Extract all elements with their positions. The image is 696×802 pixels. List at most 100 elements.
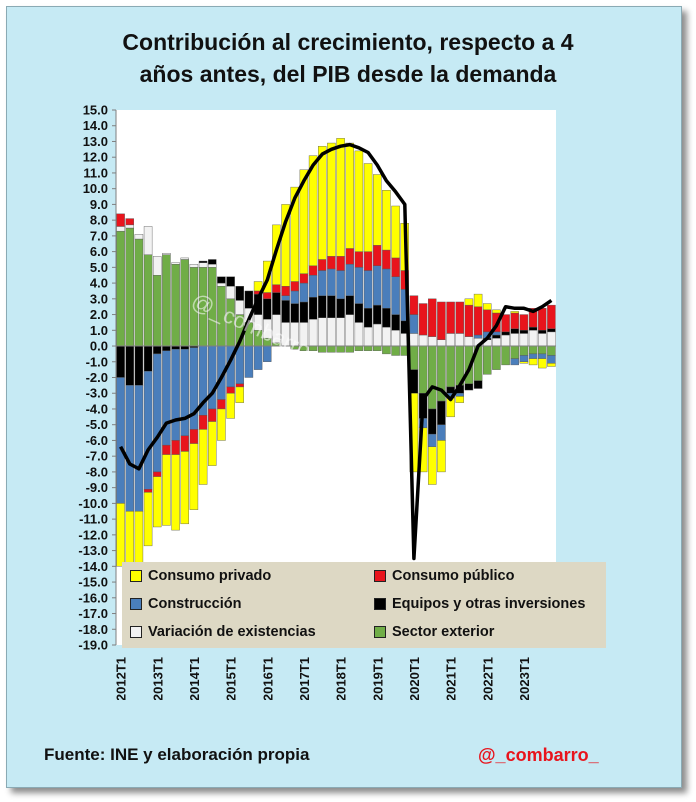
bar-sector-exterior-2020T1	[409, 345, 419, 370]
bar-consumo-publico-2018T2	[345, 248, 354, 265]
y-tick-label: 13.0	[83, 134, 108, 149]
x-tick-label: 2016T1	[260, 657, 275, 700]
bar-sector-exterior-2018T1	[336, 345, 345, 353]
bar-construccion-2019T2	[382, 268, 391, 309]
bar-construccion-2018T4	[363, 270, 373, 309]
bar-variacion-de-existencias-2023T3	[538, 333, 547, 347]
bar-equipos-y-otras-inversiones-2018T4	[363, 308, 373, 328]
y-tick-label: 10.0	[83, 181, 108, 196]
y-tick-label: -10.0	[78, 496, 108, 511]
bar-sector-exterior-2020T2	[418, 345, 428, 394]
bar-variacion-de-existencias-2014T3	[208, 264, 217, 268]
pib-line	[119, 142, 553, 561]
bar-variacion-de-existencias-2018T3	[354, 322, 364, 347]
x-tick-label: 2023T1	[517, 657, 532, 700]
bar-sector-exterior-2019T1	[373, 345, 382, 351]
bar-equipos-y-otras-inversiones-2022T3	[501, 331, 510, 336]
y-tick-label: -2.0	[86, 370, 108, 385]
bar-equipos-y-otras-inversiones-2016T3	[281, 300, 290, 323]
y-tick-label: 8.0	[90, 213, 108, 228]
bar-consumo-privado-2017T1	[299, 169, 309, 274]
bar-consumo-publico-2023T1	[519, 314, 529, 331]
bar-equipos-y-otras-inversiones-2022T4	[510, 328, 519, 334]
bar-sector-exterior-2021T1	[446, 345, 455, 388]
bar-consumo-publico-2018T4	[363, 251, 373, 271]
bar-construccion-2013T4	[180, 348, 189, 436]
bar-consumo-privado-2023T2	[528, 358, 538, 366]
bar-variacion-de-existencias-2018T2	[345, 314, 354, 347]
legend-swatch-existencias	[130, 626, 142, 638]
bar-consumo-publico-2014T1	[189, 429, 199, 444]
chart-title-line-2: años antes, del PIB desde la demanda	[139, 61, 557, 87]
bar-sector-exterior-2022T3	[501, 345, 510, 366]
bar-sector-exterior-2018T3	[354, 345, 364, 351]
legend-swatch-sector-exterior	[374, 626, 386, 638]
bar-consumo-privado-2018T3	[354, 150, 364, 252]
bar-sector-exterior-2012T2	[125, 227, 134, 347]
bar-variacion-de-existencias-2012T1	[116, 226, 125, 232]
bar-equipos-y-otras-inversiones-2019T3	[391, 314, 400, 331]
bar-construccion-2016T3	[281, 295, 290, 301]
y-tick-label: 11.0	[83, 165, 108, 180]
bar-equipos-y-otras-inversiones-2017T2	[308, 297, 318, 320]
bar-sector-exterior-2013T1	[153, 275, 162, 347]
bar-sector-exterior-2019T3	[391, 345, 400, 356]
bar-equipos-y-otras-inversiones-2020T4	[437, 400, 446, 425]
bar-construccion-2017T3	[318, 270, 327, 296]
bar-consumo-privado-2012T1	[116, 503, 125, 567]
bar-consumo-publico-2023T2	[528, 308, 538, 328]
y-tick-label: -6.0	[86, 433, 108, 448]
bar-equipos-y-otras-inversiones-2012T2	[125, 345, 134, 386]
bar-consumo-publico-2014T2	[198, 415, 208, 430]
y-tick-label: -15.0	[78, 575, 108, 590]
bar-consumo-privado-2019T3	[391, 205, 400, 259]
bar-variacion-de-existencias-2017T4	[327, 317, 336, 347]
bar-sector-exterior-2019T2	[382, 345, 391, 355]
legend-label-equipos: Equipos y otras inversiones	[392, 596, 586, 612]
bar-sector-exterior-2020T3	[428, 345, 437, 410]
y-tick-label: 15.0	[83, 103, 108, 118]
bar-variacion-de-existencias-2013T1	[153, 256, 162, 276]
bar-equipos-y-otras-inversiones-2019T2	[382, 308, 391, 328]
bar-construccion-2020T4	[437, 424, 446, 441]
bar-variacion-de-existencias-2014T4	[217, 282, 226, 287]
bar-variacion-de-existencias-2022T4	[510, 333, 519, 347]
bar-construccion-2023T3	[538, 353, 547, 359]
bar-construccion-2013T3	[171, 348, 180, 441]
legend-item-existencias: Variación de existencias	[130, 624, 316, 640]
bar-equipos-y-otras-inversiones-2022T2	[492, 334, 501, 339]
bar-variacion-de-existencias-2021T2	[455, 333, 464, 347]
bar-construccion-2012T3	[134, 385, 144, 512]
y-tick-label: 6.0	[90, 244, 108, 259]
bar-consumo-publico-2016T4	[290, 281, 299, 292]
bar-variacion-de-existencias-2013T2	[162, 252, 171, 255]
bar-sector-exterior-2023T2	[528, 345, 538, 355]
bar-equipos-y-otras-inversiones-2016T1	[263, 298, 272, 320]
bar-consumo-publico-2020T3	[428, 298, 437, 337]
bar-consumo-privado-2017T2	[308, 155, 318, 266]
bar-consumo-publico-2019T2	[382, 249, 391, 270]
bar-consumo-privado-2021T3	[464, 298, 474, 306]
bar-construccion-2019T3	[391, 276, 400, 315]
bar-consumo-privado-2015T1	[226, 393, 235, 419]
bar-equipos-y-otras-inversiones-2023T4	[547, 328, 556, 333]
bar-construccion-2018T2	[345, 264, 354, 296]
bar-consumo-privado-2022T1	[483, 303, 492, 311]
bar-variacion-de-existencias-2019T3	[391, 330, 400, 347]
bar-consumo-privado-2016T3	[281, 204, 290, 287]
legend-label-construccion: Construcción	[148, 596, 242, 612]
bar-consumo-privado-2013T1	[153, 476, 162, 528]
y-tick-label: 9.0	[90, 197, 108, 212]
bar-sector-exterior-2023T3	[538, 345, 547, 355]
y-tick-label: 4.0	[90, 276, 108, 291]
bar-construccion-2016T4	[290, 290, 299, 304]
bar-sector-exterior-2018T4	[363, 345, 373, 351]
bar-consumo-publico-2013T1	[153, 471, 162, 477]
legend-item-consumo-privado: Consumo privado	[130, 568, 271, 584]
bar-consumo-publico-2014T4	[217, 399, 226, 410]
bar-equipos-y-otras-inversiones-2021T3	[464, 383, 474, 391]
bar-consumo-publico-2013T4	[180, 435, 189, 452]
bar-sector-exterior-2012T4	[143, 254, 153, 347]
legend: Consumo privado Consumo público Construc…	[122, 562, 606, 648]
bar-construccion-2018T1	[336, 270, 345, 300]
